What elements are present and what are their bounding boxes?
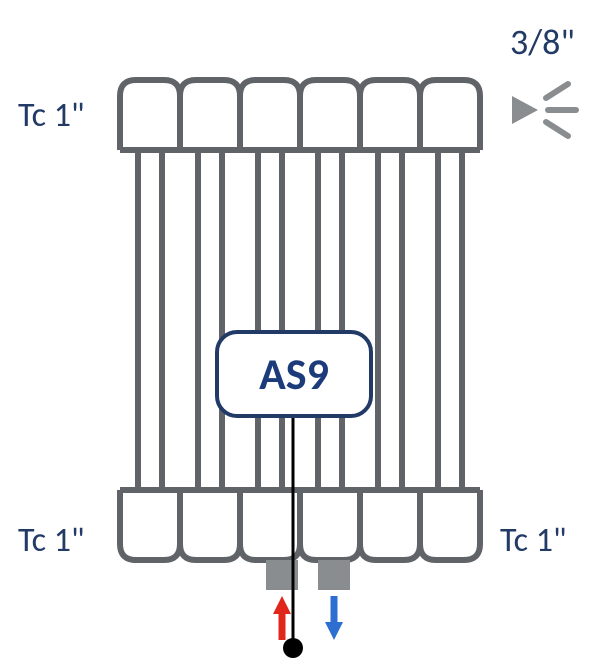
port-outlet <box>318 560 350 590</box>
air-vent-icon <box>512 84 576 136</box>
inlet-arrow-icon <box>273 596 291 640</box>
center-reference-dot <box>283 638 303 658</box>
diagram-canvas: Tc 1" Tc 1" Tc 1" 3/8" <box>0 0 600 663</box>
radiator-top-header <box>120 80 480 150</box>
model-badge: AS9 <box>215 330 373 418</box>
radiator-columns <box>138 150 462 490</box>
radiator-body <box>120 80 480 560</box>
radiator-bottom-header <box>120 490 480 560</box>
vent-cone <box>512 96 538 124</box>
outlet-arrow-icon <box>325 596 343 640</box>
vent-rays <box>546 84 576 136</box>
model-badge-text: AS9 <box>259 347 329 401</box>
bottom-ports <box>266 560 350 590</box>
